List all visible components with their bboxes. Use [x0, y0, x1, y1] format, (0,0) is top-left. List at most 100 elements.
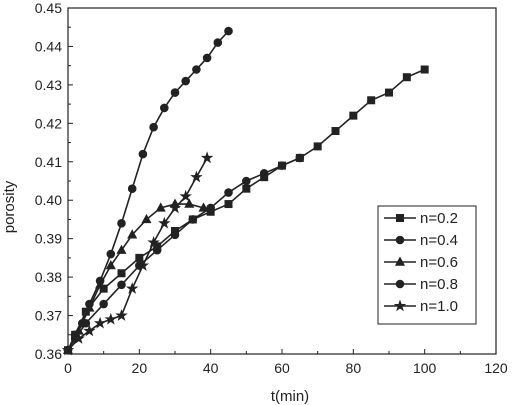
y-tick-label: 0.36 — [35, 346, 62, 362]
data-point — [115, 309, 128, 321]
data-point — [138, 149, 148, 159]
data-point — [155, 202, 166, 212]
data-point — [385, 88, 393, 97]
data-point — [206, 203, 215, 213]
x-axis-ticks: 0 20 40 60 80 100 120 — [64, 349, 508, 376]
x-tick-label: 0 — [64, 360, 72, 376]
data-point — [420, 65, 429, 74]
data-point — [367, 96, 376, 105]
series-line — [67, 68, 425, 351]
data-point — [85, 299, 94, 309]
data-point — [402, 73, 411, 82]
data-point — [106, 249, 116, 259]
data-point — [141, 213, 152, 224]
data-point — [77, 318, 87, 328]
data-point — [105, 260, 116, 270]
legend-label: n=0.8 — [420, 276, 458, 293]
legend-label: n=0.6 — [420, 254, 458, 271]
legend-marker — [393, 299, 407, 312]
y-tick-label: 0.37 — [35, 308, 62, 324]
data-point — [135, 253, 144, 262]
data-point — [72, 332, 85, 344]
data-point — [224, 26, 233, 36]
x-tick-label: 40 — [203, 360, 219, 376]
series-n=1.0 — [61, 151, 214, 356]
x-tick-label: 100 — [413, 360, 437, 376]
x-tick-label: 60 — [274, 360, 290, 376]
legend-item: n=1.0 — [384, 298, 458, 315]
legend-item: n=0.2 — [384, 210, 458, 227]
data-point — [127, 229, 138, 239]
data-point — [127, 184, 137, 193]
data-point — [160, 103, 169, 113]
series-n=0.4 — [63, 153, 305, 355]
legend-marker — [395, 279, 405, 289]
data-point — [179, 189, 192, 202]
legend-label: n=1.0 — [420, 298, 458, 315]
data-point — [149, 122, 158, 132]
data-point — [117, 280, 126, 290]
data-point — [184, 198, 195, 208]
data-point — [99, 299, 108, 309]
data-point — [170, 230, 180, 240]
data-point — [200, 151, 214, 164]
y-axis-title: porosity — [1, 180, 18, 233]
data-point — [104, 312, 118, 325]
legend-item: n=0.8 — [384, 276, 458, 293]
legend: n=0.2 n=0.4 n=0.6 n=0.8 n=1.0 — [377, 205, 477, 325]
data-point — [188, 215, 198, 224]
data-point — [224, 188, 233, 197]
data-point — [158, 216, 171, 229]
y-tick-label: 0.41 — [35, 154, 62, 170]
legend-marker — [394, 256, 406, 266]
data-point — [313, 142, 322, 151]
legend-label: n=0.4 — [420, 232, 458, 249]
y-tick-label: 0.45 — [35, 0, 62, 16]
data-point — [117, 218, 126, 228]
data-point — [213, 38, 223, 47]
data-point — [277, 161, 287, 170]
y-tick-label: 0.39 — [35, 231, 62, 247]
y-tick-label: 0.42 — [35, 115, 62, 131]
data-point — [295, 153, 305, 163]
y-tick-label: 0.40 — [35, 192, 62, 208]
data-point — [117, 269, 126, 278]
y-tick-label: 0.43 — [35, 77, 62, 93]
data-point — [259, 169, 269, 178]
data-point — [152, 245, 162, 255]
data-point — [192, 65, 201, 74]
data-point — [198, 202, 209, 212]
legend-item: n=0.6 — [384, 254, 458, 271]
data-point — [125, 282, 139, 294]
data-point — [93, 316, 107, 329]
data-point — [116, 244, 127, 254]
data-point — [170, 88, 180, 97]
y-tick-label: 0.38 — [35, 269, 62, 285]
data-point — [95, 276, 105, 286]
data-point — [202, 53, 212, 63]
data-point — [99, 284, 108, 293]
data-point — [147, 235, 160, 248]
legend-marker — [395, 235, 405, 245]
series-layer — [61, 26, 429, 356]
data-point — [331, 127, 340, 136]
x-tick-label: 120 — [484, 360, 508, 376]
y-axis-ticks: 0.36 0.37 0.38 0.39 0.40 0.41 0.42 0.43 0.44 0.45 — [35, 0, 73, 362]
data-point — [168, 201, 182, 214]
data-point — [83, 324, 96, 337]
legend-label: n=0.2 — [420, 210, 458, 227]
data-point — [61, 343, 75, 356]
x-axis-title: t(min) — [271, 388, 309, 405]
data-point — [242, 184, 251, 193]
y-tick-label: 0.44 — [35, 38, 62, 54]
data-point — [224, 200, 233, 209]
data-point — [242, 176, 251, 186]
data-point — [136, 259, 150, 271]
series-n=0.2 — [64, 65, 429, 355]
legend-item: n=0.4 — [384, 232, 458, 249]
legend-marker — [396, 214, 404, 222]
data-point — [181, 76, 190, 86]
series-n=0.8 — [63, 26, 233, 355]
x-tick-label: 80 — [346, 360, 362, 376]
